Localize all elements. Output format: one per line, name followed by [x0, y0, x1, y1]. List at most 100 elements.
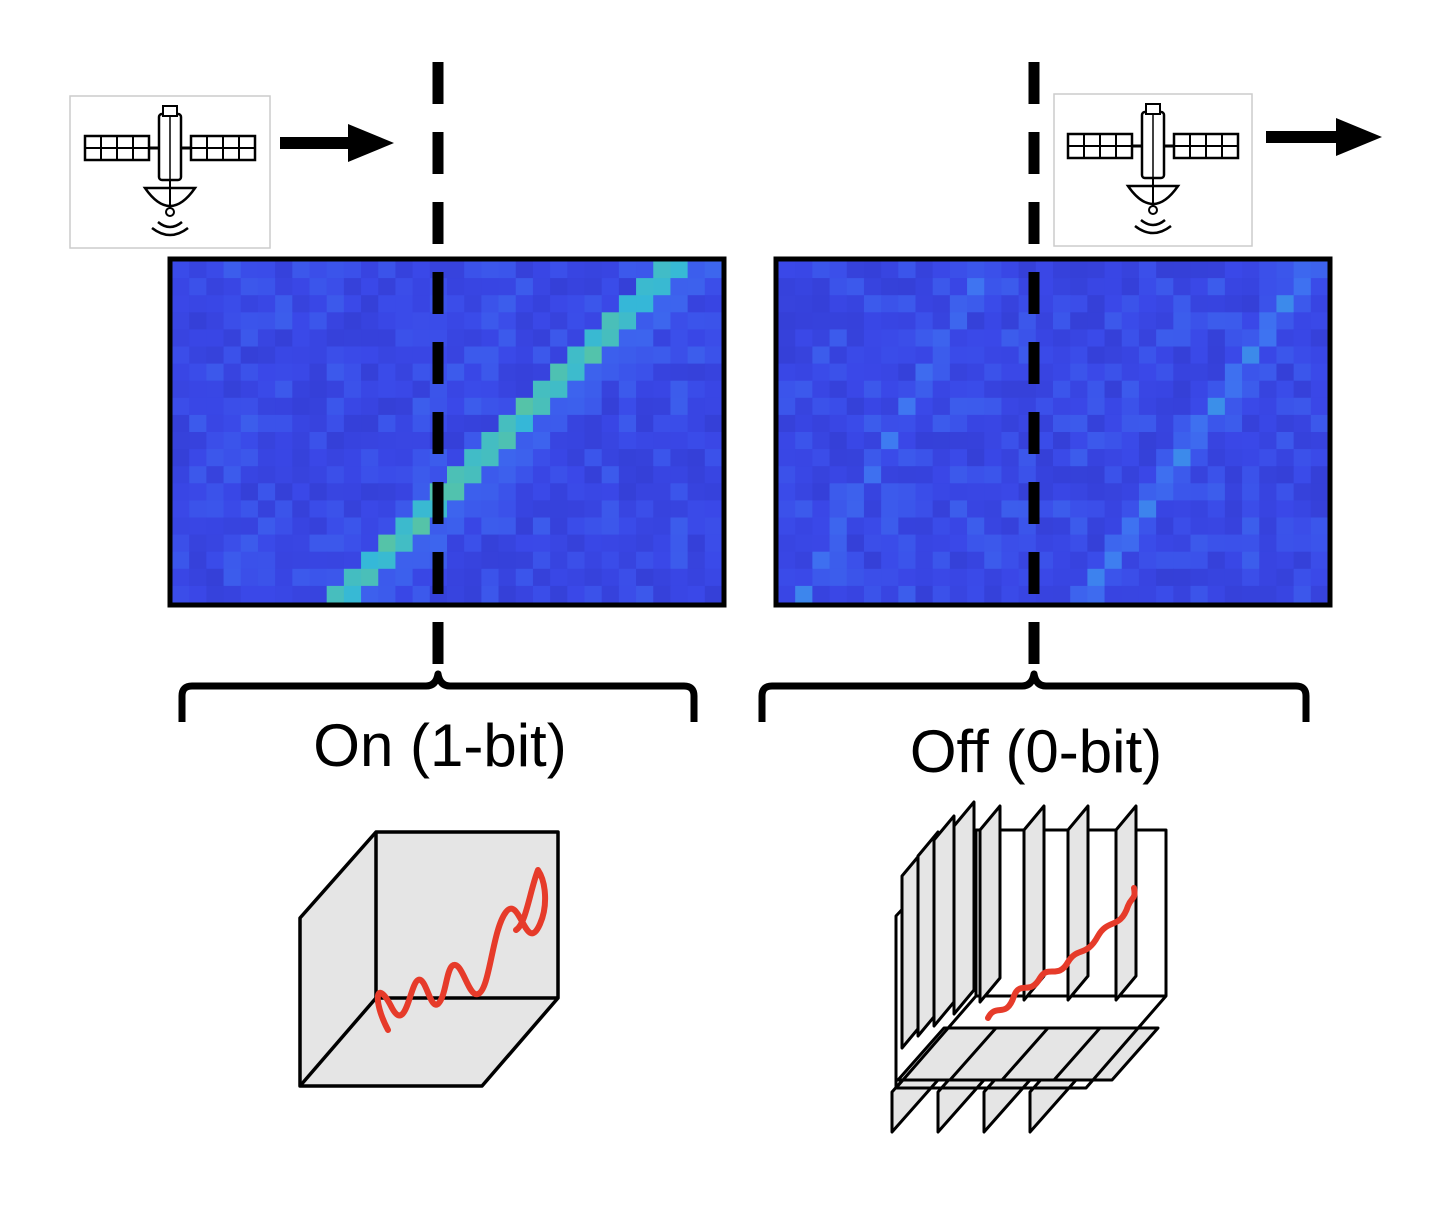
heatmap-cell	[812, 346, 831, 365]
heatmap-cell	[395, 534, 414, 553]
heatmap-cell	[1104, 312, 1123, 330]
heatmap-cell	[395, 295, 414, 313]
heatmap-cell	[846, 295, 865, 313]
heatmap-cell	[967, 500, 985, 519]
heatmap-cell	[1138, 585, 1157, 604]
heatmap-cell	[1242, 329, 1260, 348]
heatmap-cell	[395, 329, 414, 348]
heatmap-cell	[1035, 329, 1054, 348]
heatmap-cell	[1087, 261, 1106, 279]
heatmap-cell	[378, 483, 397, 501]
heatmap-cell	[778, 466, 796, 484]
heatmap-cell	[601, 551, 620, 570]
heatmap-cell	[515, 295, 534, 313]
heatmap-cell	[1053, 483, 1071, 501]
heatmap-cell	[1070, 295, 1088, 313]
heatmap-cell	[670, 397, 689, 416]
heatmap-cell	[1121, 261, 1140, 279]
heatmap-cell	[795, 312, 813, 330]
heatmap-cell	[1138, 397, 1157, 416]
heatmap-cell	[898, 534, 917, 553]
heatmap-cell	[481, 466, 500, 484]
heatmap-cell	[812, 449, 831, 467]
heatmap-cell	[1156, 432, 1174, 450]
heatmap-cell	[1070, 278, 1088, 296]
heatmap-cell	[1104, 346, 1123, 365]
heatmap-cell	[361, 295, 379, 313]
heatmap-cell	[670, 363, 689, 382]
heatmap-cell	[795, 585, 813, 604]
heatmap-cell	[567, 449, 586, 467]
heatmap-cell	[1156, 397, 1174, 416]
heatmap-cell	[967, 363, 985, 382]
heatmap-cell	[481, 534, 500, 553]
heatmap-cell	[584, 397, 603, 416]
heatmap-cell	[932, 363, 951, 382]
heatmap-cell	[1138, 346, 1157, 365]
heatmap-cell	[223, 397, 242, 416]
heatmap-cell	[361, 363, 379, 382]
heatmap-cell	[1156, 534, 1174, 553]
heatmap-cell	[1035, 551, 1054, 570]
heatmap-cell	[984, 500, 1003, 519]
heatmap-cell	[464, 312, 482, 330]
heatmap-cell	[326, 329, 345, 348]
heatmap-cell	[395, 568, 414, 587]
heatmap-cell	[292, 449, 311, 467]
heatmap-cell	[1156, 483, 1174, 501]
heatmap-cell	[309, 346, 328, 365]
heatmap-cell	[1242, 397, 1260, 416]
heatmap-cell	[778, 363, 796, 382]
heatmap-cell	[240, 534, 259, 553]
heatmap-cell	[949, 261, 968, 279]
heatmap-cell	[326, 346, 345, 365]
heatmap-cell	[636, 414, 654, 433]
heatmap-cell	[670, 414, 689, 433]
heatmap-cell	[1276, 329, 1295, 348]
heatmap-cell	[532, 483, 551, 501]
heatmap-cell	[550, 380, 568, 399]
heatmap-cell	[829, 483, 848, 501]
heatmap-cell	[1104, 261, 1123, 279]
heatmap-cell	[795, 261, 813, 279]
heatmap-cell	[653, 585, 672, 604]
heatmap-cell	[172, 278, 190, 296]
heatmap-cell	[498, 466, 517, 484]
heatmap-cell	[309, 397, 328, 416]
heatmap-cell	[412, 295, 431, 313]
heatmap-cell	[653, 551, 672, 570]
heatmap-cell	[1087, 363, 1106, 382]
heatmap-cell	[1207, 517, 1226, 536]
heatmap-cell	[898, 380, 917, 399]
heatmap-cell	[846, 534, 865, 553]
heatmap-cell	[1310, 585, 1329, 604]
heatmap-cell	[795, 551, 813, 570]
heatmap-cell	[240, 261, 259, 279]
heatmap-cell	[881, 346, 899, 365]
heatmap-cell	[447, 534, 465, 553]
heatmap-cell	[898, 329, 917, 348]
heatmap-cell	[498, 380, 517, 399]
heatmap-cell	[984, 414, 1003, 433]
heatmap-cell	[1293, 414, 1312, 433]
heatmap-cell	[343, 414, 362, 433]
heatmap-cell	[636, 483, 654, 501]
heatmap-cell	[601, 295, 620, 313]
heatmap-cell	[309, 278, 328, 296]
heatmap-cell	[984, 397, 1003, 416]
heatmap-cell	[846, 466, 865, 484]
heatmap-cell	[464, 585, 482, 604]
heatmap-cell	[361, 534, 379, 553]
heatmap-cell	[223, 380, 242, 399]
heatmap-cell	[778, 329, 796, 348]
heatmap-cell	[189, 278, 207, 296]
heatmap-cell	[812, 312, 831, 330]
heatmap-cell	[532, 397, 551, 416]
heatmap-cell	[240, 585, 259, 604]
heatmap-cell	[1310, 534, 1329, 553]
heatmap-cell	[326, 363, 345, 382]
heatmap-cell	[464, 568, 482, 587]
heatmap-cell	[1053, 500, 1071, 519]
heatmap-cell	[206, 329, 225, 348]
heatmap-cell	[412, 346, 431, 365]
